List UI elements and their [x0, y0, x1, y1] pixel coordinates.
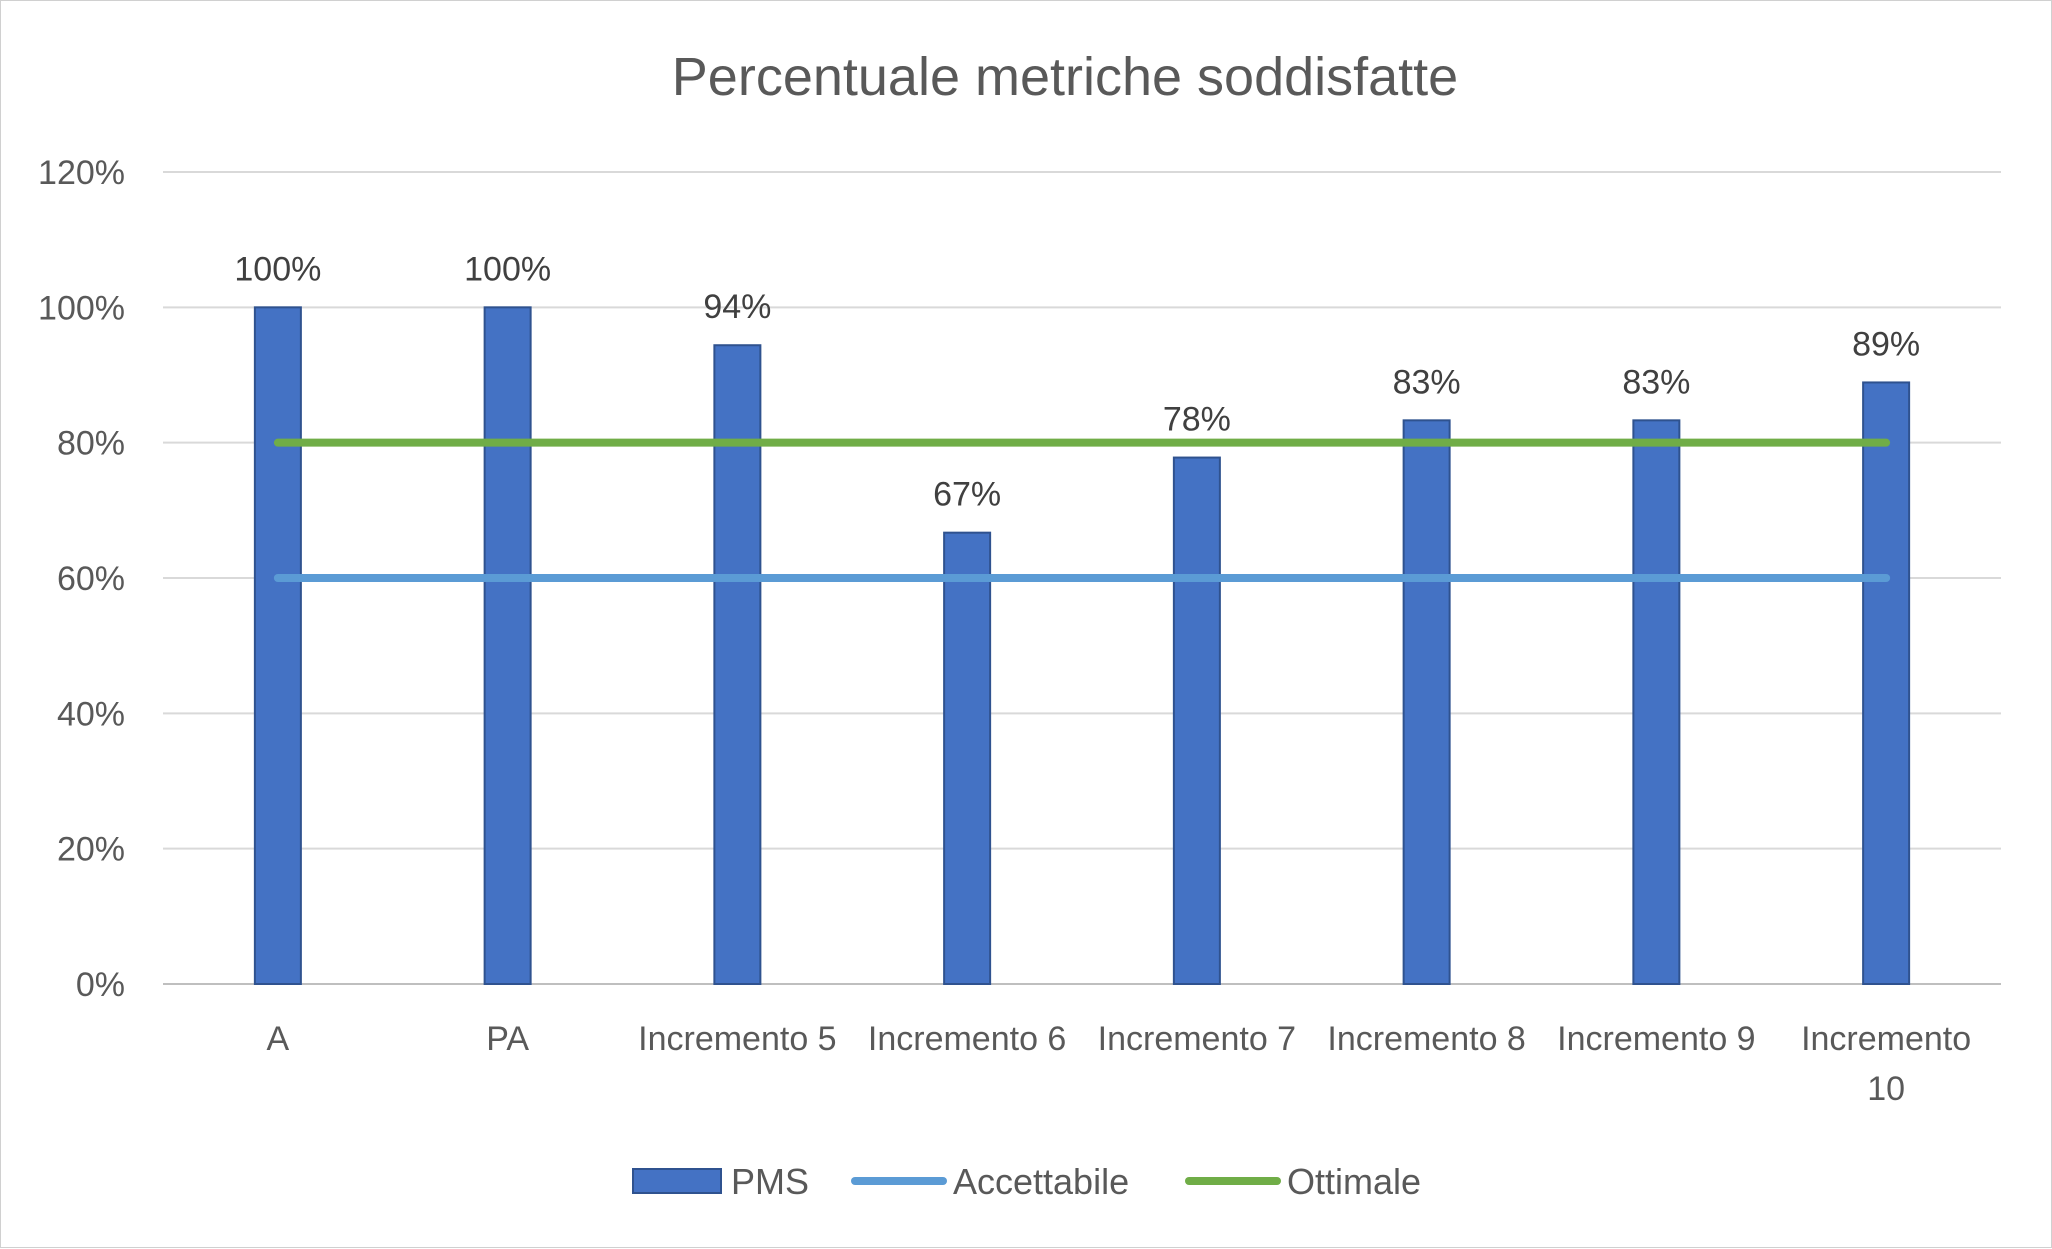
- x-tick-label: Incremento 9: [1557, 1020, 1755, 1058]
- x-tick-label: PA: [486, 1020, 529, 1058]
- bar-series: [253, 306, 1911, 986]
- bar: [713, 344, 762, 985]
- bar: [1172, 456, 1221, 985]
- bar: [943, 531, 992, 985]
- y-axis-ticks: 0% 20% 40% 60% 80% 100% 120%: [38, 154, 125, 1004]
- x-tick-label: Incremento 8: [1327, 1020, 1525, 1058]
- legend: PMS Accettabile Ottimale: [632, 1161, 1421, 1202]
- x-tick-label: Incremento 5: [638, 1020, 836, 1058]
- data-labels: 100% 100% 94% 67% 78% 83% 83% 89%: [234, 250, 1920, 513]
- line-series: [273, 438, 1891, 582]
- bar: [1862, 381, 1911, 985]
- data-label: 100%: [464, 250, 551, 288]
- chart-title: Percentuale metriche soddisfatte: [672, 47, 1458, 107]
- y-tick-label: 60%: [57, 560, 125, 598]
- x-tick-label: 10: [1867, 1070, 1905, 1108]
- data-label: 89%: [1852, 325, 1920, 363]
- legend-swatch-pms: [632, 1168, 722, 1194]
- x-tick-label: Incremento 7: [1098, 1020, 1296, 1058]
- bar: [1632, 419, 1681, 985]
- x-tick-label: Incremento: [1801, 1020, 1971, 1058]
- data-label: 83%: [1622, 363, 1690, 401]
- x-tick-label: Incremento 6: [868, 1020, 1066, 1058]
- data-label: 100%: [234, 250, 321, 288]
- data-label: 67%: [933, 476, 1001, 514]
- bar: [253, 306, 302, 986]
- x-tick-label: A: [267, 1020, 290, 1058]
- bar: [483, 306, 532, 986]
- bar: [1402, 419, 1451, 985]
- legend-label: PMS: [731, 1161, 809, 1202]
- data-label: 83%: [1393, 363, 1461, 401]
- legend-label: Accettabile: [953, 1161, 1129, 1202]
- data-label: 78%: [1163, 401, 1231, 439]
- y-tick-label: 120%: [38, 154, 125, 192]
- data-label: 94%: [703, 288, 771, 326]
- y-tick-label: 40%: [57, 695, 125, 733]
- y-tick-label: 100%: [38, 289, 125, 327]
- y-tick-label: 80%: [57, 425, 125, 463]
- legend-label: Ottimale: [1287, 1161, 1421, 1202]
- x-axis-categories: A PA Incremento 5 Incremento 6 Incremento 7 I…: [267, 1020, 1972, 1108]
- y-tick-label: 20%: [57, 831, 125, 869]
- y-tick-label: 0%: [76, 966, 125, 1004]
